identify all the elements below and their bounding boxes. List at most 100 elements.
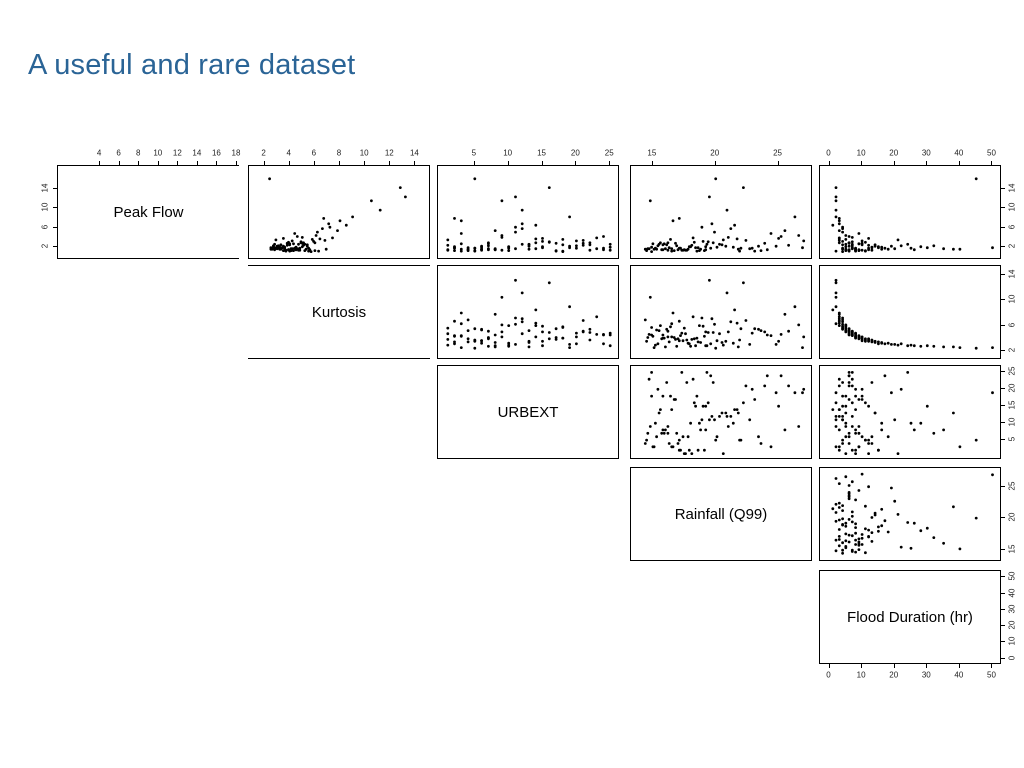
axis-tick (53, 226, 57, 228)
axis-tick-label: 6 (116, 148, 121, 158)
axis-tick (1001, 439, 1005, 441)
axis-tick-label: 14 (192, 148, 202, 158)
axis-tick-label: 40 (1007, 588, 1017, 597)
axis-tick-label: 0 (1007, 655, 1017, 660)
axis-tick (1001, 371, 1005, 373)
axis-tick-label: 6 (40, 224, 50, 229)
axis-tick (1001, 657, 1005, 659)
axis-tick (196, 161, 198, 165)
axis-tick-label: 14 (409, 148, 419, 158)
axis-tick-label: 10 (1007, 202, 1017, 212)
axis-tick-label: 10 (1007, 294, 1017, 304)
axis-tick (893, 664, 895, 668)
axis-tick-label: 4 (96, 148, 102, 158)
axis-tick (1001, 274, 1005, 276)
axis-tick (575, 161, 577, 165)
axis-tick (216, 161, 218, 165)
diagonal-cell-kurtosis: Kurtosis (248, 265, 430, 359)
axis-tick (118, 161, 120, 165)
variable-label-peak_flow: Peak Flow (113, 203, 184, 221)
axis-tick (313, 161, 315, 165)
axis-tick-label: 40 (954, 670, 964, 680)
variable-label-rainfall_q99: Rainfall (Q99) (674, 505, 768, 523)
axis-tick (651, 161, 653, 165)
axis-tick-label: 2 (40, 243, 50, 249)
axis-tick-label: 6 (311, 148, 317, 158)
axis-tick-label: 5 (471, 148, 477, 158)
diagonal-cell-urbext: URBEXT (437, 365, 619, 459)
axis-tick-label: 4 (286, 148, 291, 158)
axis-tick (339, 161, 340, 165)
scatter-points (831, 278, 994, 350)
axis-tick-label: 10 (153, 148, 163, 158)
axis-tick (541, 161, 543, 165)
axis-tick-label: 2 (1007, 347, 1017, 352)
axis-tick-label: 50 (987, 148, 996, 158)
axis-tick (777, 161, 779, 165)
scatter-points (268, 177, 407, 253)
axis-tick (1001, 324, 1005, 326)
axis-tick (1001, 207, 1005, 209)
axis-tick-label: 12 (384, 148, 394, 158)
axis-tick (473, 161, 475, 165)
axis-tick (389, 161, 391, 165)
axis-tick (236, 161, 237, 165)
axis-tick (53, 187, 57, 189)
diagonal-cell-flood_duration: Flood Duration (hr) (819, 570, 1001, 664)
scatter-points (446, 278, 612, 350)
scatter-panel-kurtosis-vs-urbext (437, 265, 619, 359)
axis-tick (414, 161, 416, 165)
axis-tick (1001, 608, 1005, 610)
axis-tick (861, 161, 863, 165)
axis-tick (1001, 187, 1005, 189)
axis-tick-label: 14 (1007, 183, 1017, 192)
axis-tick (364, 161, 366, 165)
axis-tick (958, 161, 960, 165)
axis-tick (53, 246, 57, 248)
scatter-panel-kurtosis-vs-rainfall_q99 (630, 265, 812, 359)
axis-tick-label: 18 (231, 148, 241, 158)
axis-tick-label: 20 (889, 670, 899, 680)
axis-tick (263, 161, 265, 165)
axis-tick (926, 664, 928, 668)
axis-tick-label: 15 (647, 148, 657, 158)
scatter-panel-kurtosis-vs-flood_duration (819, 265, 1001, 359)
scatter-points (831, 472, 994, 555)
axis-tick-label: 10 (856, 670, 866, 680)
variable-label-kurtosis: Kurtosis (311, 303, 367, 321)
scatter-panel-peak_flow-vs-flood_duration (819, 165, 1001, 259)
axis-tick (1001, 625, 1005, 627)
axis-tick-label: 25 (773, 148, 783, 158)
axis-tick (1001, 517, 1005, 519)
axis-tick (714, 161, 716, 165)
axis-tick-label: 2 (1007, 243, 1017, 249)
axis-tick (609, 161, 611, 165)
slide-title: A useful and rare dataset (28, 49, 356, 82)
axis-tick-label: 20 (1007, 512, 1017, 522)
axis-tick (1001, 349, 1005, 351)
axis-tick (1001, 405, 1005, 407)
scatter-points (831, 371, 994, 455)
axis-tick-label: 20 (710, 148, 720, 158)
axis-tick-label: 30 (1007, 604, 1017, 614)
scatter-panel-peak_flow-vs-rainfall_q99 (630, 165, 812, 259)
diagonal-cell-peak_flow: Peak Flow (57, 165, 239, 259)
scatter-panel-urbext-vs-rainfall_q99 (630, 365, 812, 459)
axis-tick-label: 8 (135, 148, 141, 158)
scatter-points (643, 177, 806, 253)
axis-tick-label: 25 (1007, 481, 1017, 491)
axis-tick (1001, 299, 1005, 301)
axis-tick-label: 14 (40, 183, 50, 192)
axis-tick (507, 161, 509, 165)
axis-tick-label: 2 (261, 148, 266, 158)
axis-tick (53, 207, 57, 209)
axis-tick-label: 6 (1007, 224, 1017, 229)
axis-tick (1001, 388, 1005, 390)
axis-tick-label: 20 (570, 148, 580, 158)
axis-tick-label: 50 (1007, 571, 1017, 581)
axis-tick-label: 12 (172, 148, 182, 158)
axis-tick-label: 16 (211, 148, 221, 158)
axis-tick (1001, 422, 1005, 424)
axis-tick-label: 0 (826, 148, 831, 158)
